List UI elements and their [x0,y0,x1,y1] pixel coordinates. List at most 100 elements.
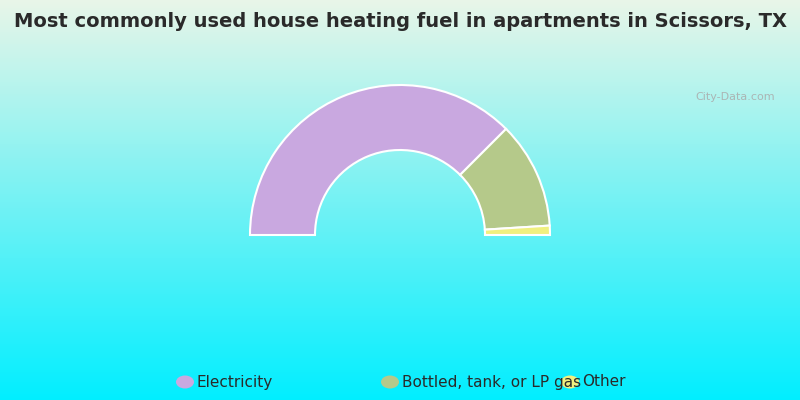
Bar [0,244,800,246]
Bar [0,272,800,274]
Bar [0,154,800,156]
Bar [0,18,800,20]
Bar [0,326,800,328]
Bar [0,196,800,198]
Bar [0,250,800,252]
Bar [0,126,800,128]
Bar [0,142,800,144]
Bar [0,110,800,112]
Bar [0,212,800,214]
Bar [0,50,800,52]
Bar [0,116,800,118]
Bar [0,378,800,380]
Bar [0,114,800,116]
Bar [0,240,800,242]
Bar [0,304,800,306]
Bar [0,200,800,202]
Bar [0,276,800,278]
Bar [0,354,800,356]
Bar [0,56,800,58]
Bar [0,96,800,98]
Bar [0,218,800,220]
Bar [0,258,800,260]
Bar [0,224,800,226]
Bar [0,20,800,22]
Bar [0,124,800,126]
Bar [0,398,800,400]
Bar [0,68,800,70]
Bar [0,188,800,190]
Bar [0,342,800,344]
Bar [0,386,800,388]
Bar [0,174,800,176]
Bar [0,34,800,36]
Bar [0,74,800,76]
Bar [0,22,800,24]
Wedge shape [460,129,550,230]
Bar [0,294,800,296]
Bar [0,300,800,302]
Text: City-Data.com: City-Data.com [695,92,774,102]
Bar [0,132,800,134]
Bar [0,328,800,330]
Bar [0,94,800,96]
Bar [0,172,800,174]
Bar [0,310,800,312]
Bar [0,138,800,140]
Bar [0,40,800,42]
Bar [0,222,800,224]
Bar [0,42,800,44]
Bar [0,320,800,322]
Text: Most commonly used house heating fuel in apartments in Scissors, TX: Most commonly used house heating fuel in… [14,12,786,31]
Ellipse shape [381,376,399,388]
Bar [0,70,800,72]
Bar [0,82,800,84]
Bar [0,270,800,272]
Bar [0,10,800,12]
Bar [0,246,800,248]
Bar [0,338,800,340]
Bar [0,128,800,130]
Bar [0,372,800,374]
Bar [0,150,800,152]
Bar [0,364,800,366]
Bar [0,86,800,88]
Bar [0,266,800,268]
Bar [0,48,800,50]
Bar [0,252,800,254]
Bar [0,84,800,86]
Bar [0,368,800,370]
Bar [0,184,800,186]
Bar [0,108,800,110]
Bar [0,180,800,182]
Bar [0,30,800,32]
Bar [0,210,800,212]
Bar [0,356,800,358]
Bar [0,144,800,146]
Bar [0,296,800,298]
Bar [0,280,800,282]
Bar [0,120,800,122]
Bar [0,80,800,82]
Bar [0,72,800,74]
Bar [0,380,800,382]
Bar [0,98,800,100]
Bar [0,346,800,348]
Bar [0,12,800,14]
Bar [0,190,800,192]
Bar [0,90,800,92]
Wedge shape [485,226,550,235]
Bar [0,220,800,222]
Bar [0,334,800,336]
Bar [0,216,800,218]
Bar [0,302,800,304]
Bar [0,4,800,6]
Bar [0,232,800,234]
Bar [0,52,800,54]
Bar [0,78,800,80]
Bar [0,312,800,314]
Bar [0,130,800,132]
Bar [0,66,800,68]
Bar [0,324,800,326]
Text: Electricity: Electricity [197,374,274,390]
